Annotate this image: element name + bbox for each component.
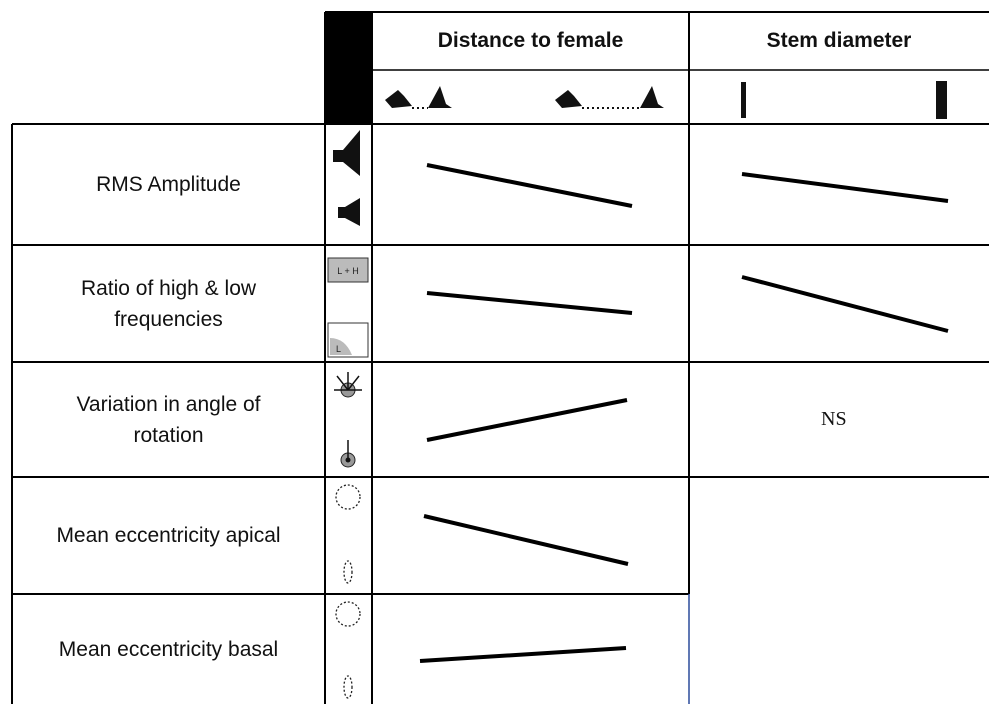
row-label-cell: Mean eccentricity basal [12, 594, 325, 704]
table-grid [11, 11, 989, 704]
row-label: Mean eccentricity basal [58, 637, 279, 661]
row-label-cell: Variation in angle of rotation [12, 362, 325, 477]
trend-lines [419, 163, 949, 663]
column-header: Stem diameter [766, 29, 912, 52]
row-label: Variation in angle of rotation [76, 392, 261, 447]
row-label-cell: Ratio of high & low frequencies [12, 245, 325, 362]
icon-label: L + H [337, 266, 358, 276]
icon-label: L [336, 344, 341, 354]
header-black-cell [325, 12, 372, 124]
row-label-cell: Mean eccentricity apical [12, 477, 325, 594]
row-label-cell: RMS Amplitude [12, 124, 325, 245]
ns-label: NS [821, 408, 847, 430]
row-icons: L + H L [327, 130, 369, 699]
header-icons [385, 81, 947, 119]
row-label: Mean eccentricity apical [56, 524, 281, 547]
column-header: Distance to female [437, 29, 624, 52]
row-label: Ratio of high & low frequencies [80, 276, 257, 331]
row-label: RMS Amplitude [96, 173, 241, 196]
